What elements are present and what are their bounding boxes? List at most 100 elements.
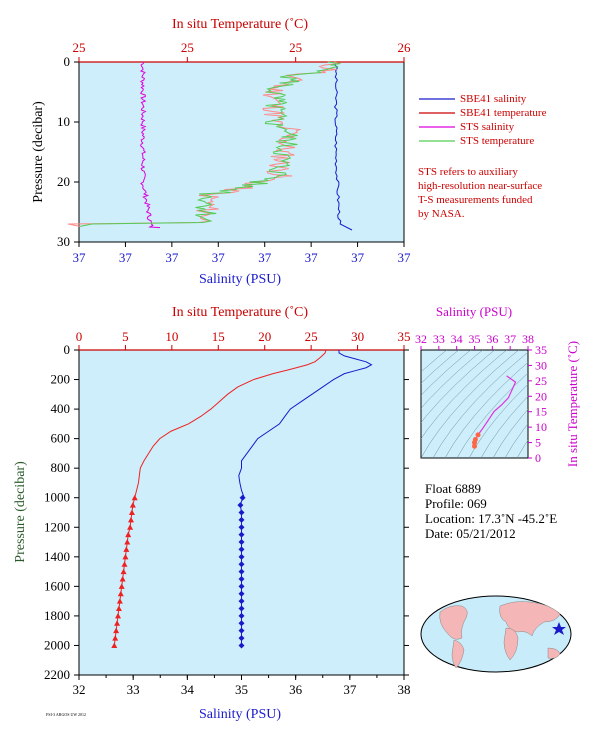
ts-density-contour	[421, 350, 471, 396]
profile-pressure-tick-label: 200	[51, 372, 71, 387]
profile-salinity-axis-label: Salinity (PSU)	[199, 707, 281, 722]
profile-sal-tick-label: 35	[235, 682, 248, 697]
temperature-point	[125, 531, 132, 538]
ts-density-contour	[421, 350, 459, 384]
temperature-point	[112, 635, 119, 641]
profile-temp-tick-label: 5	[122, 329, 129, 344]
profile-pressure-tick-label: 1400	[44, 549, 70, 564]
legend-sts-temperature: STS temperature	[460, 135, 534, 147]
salinity-point	[238, 583, 245, 590]
salinity-point	[238, 620, 245, 627]
ts-temp-axis-label: In situ Temperature (˚C)	[565, 341, 580, 467]
profile-pressure-tick-label: 1600	[44, 578, 70, 593]
location: Location: 17.3˚N -45.2˚E	[425, 511, 557, 526]
note-line-3: T-S measurements funded	[418, 194, 533, 206]
salinity-point	[238, 509, 245, 516]
profile-temp-tick-label: 35	[398, 329, 411, 344]
salinity-point	[238, 568, 245, 575]
profile-sal-tick-label: 37	[343, 682, 357, 697]
top-pressure-tick-label: 10	[57, 114, 70, 129]
profile-sal-tick-label: 32	[73, 682, 86, 697]
note-line-1: STS refers to auxiliary	[418, 166, 518, 178]
temperature-profile-line	[134, 349, 327, 498]
temperature-point	[128, 516, 134, 523]
ts-temp-tick-label: 0	[535, 451, 541, 465]
salinity-point	[237, 502, 244, 509]
ts-temp-tick-label: 30	[535, 358, 547, 372]
ts-density-contour	[516, 439, 528, 458]
profile-pressure-tick-label: 0	[64, 342, 71, 357]
ts-sal-tick-label: 35	[469, 332, 481, 346]
temperature-point	[111, 642, 118, 648]
salinity-point	[238, 605, 245, 612]
ts-sal-tick-label: 34	[451, 332, 463, 346]
temperature-point	[123, 546, 130, 552]
temperature-point	[121, 561, 128, 567]
ts-salinity-axis-label: Salinity (PSU)	[436, 304, 512, 319]
ts-density-contour	[421, 350, 483, 409]
temperature-point	[120, 568, 127, 575]
salinity-point	[238, 598, 245, 605]
top-sal-tick-label: 37	[165, 250, 179, 265]
top-sal-tick-label: 37	[351, 250, 365, 265]
profile-sal-tick-label: 34	[181, 682, 195, 697]
profile-pressure-tick-label: 2200	[44, 667, 70, 682]
temperature-point	[119, 575, 126, 582]
salinity-point	[238, 590, 245, 597]
float-id: Float 6889	[425, 481, 481, 496]
profile-pressure-tick-label: 1200	[44, 519, 70, 534]
salinity-point	[239, 494, 246, 501]
legend-sbe41-temperature: SBE41 temperature	[460, 107, 547, 119]
ts-sal-tick-label: 33	[433, 332, 445, 346]
ts-temp-tick-label: 10	[535, 420, 547, 434]
footer-credit: FSI-3 ARGOS UW 2012	[46, 712, 86, 717]
profile-temp-tick-label: 30	[351, 329, 364, 344]
profile-temp-axis-label: In situ Temperature (˚C)	[172, 305, 308, 320]
top-temp-tick-label: 25	[181, 40, 194, 55]
legend-sbe41-salinity: SBE41 salinity	[460, 93, 527, 105]
ts-density-contour	[504, 423, 528, 458]
legend-sts-salinity: STS salinity	[460, 121, 515, 133]
top-legend: SBE41 salinity SBE41 temperature STS sal…	[419, 93, 547, 147]
top-temp-axis-label: In situ Temperature (˚C)	[172, 17, 308, 32]
salinity-point	[238, 635, 245, 642]
date: Date: 05/21/2012	[425, 526, 516, 541]
ts-temp-tick-label: 5	[535, 436, 541, 450]
profile-temp-tick-label: 0	[76, 329, 83, 344]
sts-salinity-line	[139, 61, 161, 229]
profile-pressure-axis-label: Pressure (decibar)	[13, 461, 28, 563]
ts-sal-tick-label: 36	[486, 332, 498, 346]
map-land-americas	[439, 605, 468, 640]
map-land-eurasia	[499, 601, 561, 637]
sts-temperature-line	[79, 61, 341, 227]
float-location-star-icon	[552, 622, 566, 635]
top-sal-tick-label: 37	[119, 250, 133, 265]
top-panel: In situ Temperature (˚C) 25 25 25 26 37 37 37…	[31, 17, 411, 287]
ts-density-contour	[421, 350, 447, 373]
salinity-point	[238, 524, 245, 531]
ts-temp-tick-label: 25	[535, 374, 547, 388]
ts-density-contour	[421, 350, 495, 423]
salinity-point	[238, 516, 245, 523]
top-salinity-axis-label: Salinity (PSU)	[199, 272, 281, 287]
temperature-point	[131, 494, 138, 501]
profile-pressure-tick-label: 1800	[44, 608, 70, 623]
temperature-point	[115, 612, 121, 619]
top-sal-tick-label: 37	[73, 250, 87, 265]
top-pressure-tick-label: 0	[64, 54, 71, 69]
top-temp-tick-label: 25	[289, 40, 302, 55]
profile-pressure-tick-label: 600	[51, 431, 71, 446]
profile-sal-tick-label: 38	[398, 682, 411, 697]
temperature-point	[127, 524, 134, 530]
ts-sal-tick-label: 38	[522, 332, 534, 346]
ts-density-contour	[456, 372, 528, 458]
temperature-point	[117, 590, 124, 597]
temperature-point	[115, 605, 122, 612]
ts-deep-point	[472, 436, 478, 442]
profile-pressure-tick-label: 800	[51, 460, 71, 475]
profile-pressure-tick-label: 2000	[44, 637, 70, 652]
map-land-africa	[503, 627, 519, 661]
profile-temp-tick-label: 25	[305, 329, 318, 344]
